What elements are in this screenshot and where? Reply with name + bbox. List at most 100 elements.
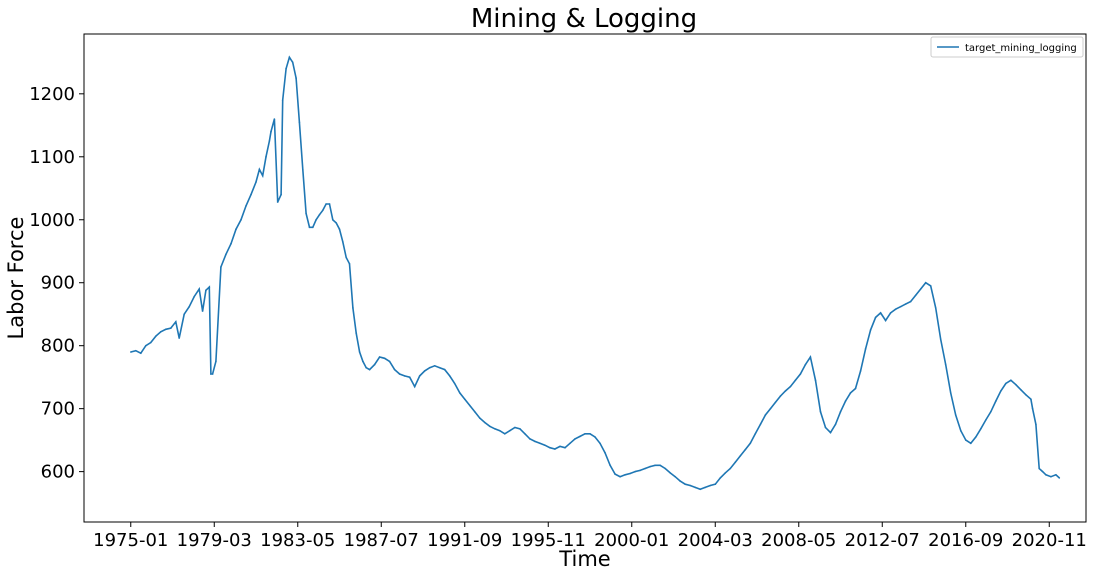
data-point	[564, 446, 566, 449]
x-tick-label: 1979-03	[177, 530, 252, 551]
chart-title: Mining & Logging	[471, 4, 697, 34]
data-point	[614, 473, 616, 475]
data-point	[489, 425, 491, 428]
data-point	[273, 118, 276, 120]
legend-label: target_mining_logging	[965, 43, 1077, 54]
data-point	[160, 331, 162, 333]
data-point	[494, 428, 496, 430]
data-point	[155, 335, 157, 338]
data-point	[298, 121, 301, 123]
data-point	[261, 174, 264, 177]
data-point	[669, 472, 671, 474]
data-point	[453, 382, 456, 385]
data-point	[328, 203, 331, 205]
data-point	[250, 193, 252, 196]
data-point	[729, 467, 732, 470]
x-tick-label: 2016-09	[928, 530, 1003, 551]
x-tick-label: 1995-11	[511, 530, 586, 551]
data-point	[305, 212, 307, 215]
data-point	[1005, 382, 1007, 385]
plot-area-frame	[83, 33, 1087, 523]
data-point	[879, 312, 882, 314]
data-point	[689, 484, 691, 487]
data-point	[734, 461, 737, 464]
data-point	[534, 440, 536, 443]
data-point	[854, 387, 857, 390]
data-point	[594, 436, 596, 438]
data-point	[569, 442, 571, 445]
data-point	[719, 477, 722, 479]
data-point	[383, 357, 386, 360]
data-point	[165, 328, 167, 331]
data-point	[276, 201, 279, 203]
data-point	[1050, 475, 1052, 478]
data-point	[944, 363, 947, 366]
y-axis-title: Labor Force	[4, 217, 28, 340]
data-point	[724, 472, 727, 474]
data-point	[839, 411, 842, 413]
data-point	[764, 414, 767, 416]
data-point	[345, 256, 348, 259]
data-point	[183, 313, 185, 316]
data-point	[859, 370, 862, 372]
data-point	[704, 486, 706, 489]
data-point	[342, 241, 344, 243]
data-point	[302, 168, 304, 171]
data-point	[352, 307, 354, 309]
data-point	[954, 414, 957, 416]
data-point	[664, 467, 666, 470]
data-point	[985, 419, 987, 421]
x-tick-label: 2008-05	[761, 530, 836, 551]
data-point	[1031, 407, 1034, 410]
data-point	[965, 439, 967, 441]
data-point	[479, 417, 481, 419]
y-tick-label: 900	[41, 273, 75, 294]
data-point	[295, 77, 297, 79]
data-point	[694, 486, 696, 489]
data-point	[378, 356, 381, 358]
data-point	[794, 379, 797, 382]
data-point	[784, 390, 787, 392]
data-point	[829, 431, 832, 434]
data-point	[312, 226, 314, 229]
data-point	[709, 484, 712, 487]
data-point	[373, 363, 376, 366]
x-tick-label: 1987-07	[344, 530, 419, 551]
data-point	[225, 253, 227, 256]
x-axis-title: Time	[558, 547, 610, 571]
data-point	[744, 448, 747, 451]
data-point	[215, 360, 217, 363]
data-point	[484, 421, 486, 424]
data-point	[814, 379, 817, 382]
data-point	[348, 263, 351, 265]
data-point	[1000, 390, 1002, 392]
data-point	[193, 295, 195, 298]
data-point	[529, 438, 531, 440]
data-point	[960, 429, 962, 432]
data-point	[210, 373, 212, 375]
x-tick-label: 2012-07	[845, 530, 920, 551]
legend-box	[930, 36, 1084, 58]
y-tick-label: 1000	[29, 210, 75, 231]
data-point	[140, 352, 142, 355]
y-tick-group: 600 700 800 900 1000 1100 1200	[29, 84, 84, 483]
data-point	[280, 193, 282, 196]
data-point	[519, 428, 521, 430]
data-point	[1025, 394, 1027, 396]
data-point	[170, 327, 172, 329]
data-point	[358, 351, 361, 353]
data-point	[443, 368, 446, 371]
data-point	[258, 168, 261, 171]
data-point	[403, 375, 406, 377]
data-point	[245, 205, 247, 207]
data-point	[659, 464, 661, 467]
data-point	[208, 286, 211, 288]
data-point	[919, 288, 922, 290]
data-point	[448, 375, 451, 377]
data-point	[574, 438, 576, 440]
y-tick-label: 700	[41, 399, 75, 420]
data-point	[1058, 477, 1061, 479]
data-point	[332, 219, 334, 221]
data-point	[904, 303, 907, 305]
